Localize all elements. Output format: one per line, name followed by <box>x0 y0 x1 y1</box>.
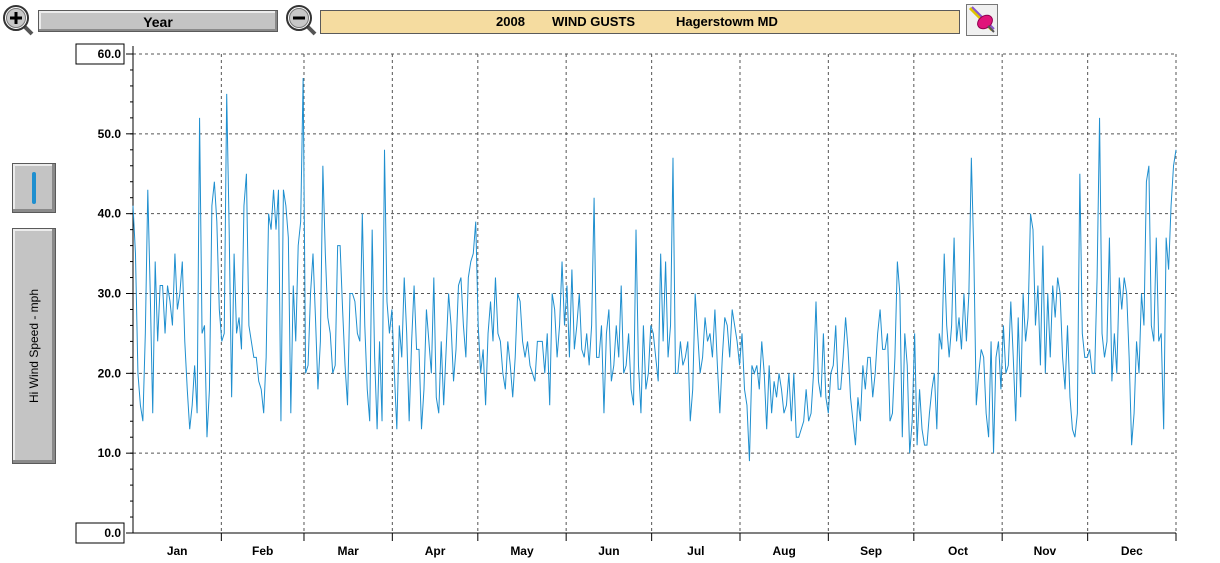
title-metric: WIND GUSTS <box>552 14 636 29</box>
wind-gust-series-line <box>132 77 1177 462</box>
axes <box>132 46 1176 534</box>
line-style-icon <box>32 172 36 204</box>
x-tick-label: Jun <box>598 544 619 558</box>
y-tick-label: 30.0 <box>98 287 122 301</box>
title-location: Hagerstowm MD <box>676 14 778 29</box>
y-axis-label-button[interactable]: Hi Wind Speed - mph <box>12 228 56 464</box>
title-year: 2008 <box>496 14 525 29</box>
x-tick-label: Jul <box>687 544 704 558</box>
y-tick-box <box>75 43 125 65</box>
y-tick-label: 40.0 <box>98 207 122 221</box>
y-axis-ticks: 0.0 10.0 20.0 30.0 40.0 50.0 60.0 <box>75 43 133 544</box>
zoom-in-icon <box>3 5 34 36</box>
range-selector-button[interactable]: Year <box>38 10 278 32</box>
zoom-in-button[interactable] <box>2 4 34 36</box>
x-tick-label: Mar <box>337 544 359 558</box>
eraser-icon <box>966 4 998 36</box>
zoom-out-button[interactable] <box>285 4 317 36</box>
zoom-out-icon <box>286 5 317 36</box>
x-axis-ticks: Jan Feb Mar Apr May Jun Jul Aug Sep Oct Nov Dec <box>167 533 1177 558</box>
x-tick-label: Sep <box>860 544 882 558</box>
y-tick-label: 60.0 <box>98 47 122 61</box>
x-tick-label: Feb <box>252 544 273 558</box>
y-tick-label: 10.0 <box>98 446 122 460</box>
x-tick-label: Dec <box>1121 544 1143 558</box>
x-tick-label: Aug <box>772 544 795 558</box>
y-tick-label: 0.0 <box>104 526 121 540</box>
x-tick-label: May <box>510 544 534 558</box>
x-tick-label: Apr <box>425 544 446 558</box>
x-tick-label: Jan <box>167 544 188 558</box>
x-tick-label: Nov <box>1034 544 1057 558</box>
series-line-button[interactable] <box>12 163 56 213</box>
x-tick-label: Oct <box>948 544 968 558</box>
y-tick-box <box>75 522 125 544</box>
y-tick-label: 50.0 <box>98 127 122 141</box>
y-tick-label: 20.0 <box>98 366 122 380</box>
chart-title-bar: 2008 WIND GUSTS Hagerstowm MD <box>320 10 960 34</box>
clear-button[interactable] <box>966 4 998 36</box>
